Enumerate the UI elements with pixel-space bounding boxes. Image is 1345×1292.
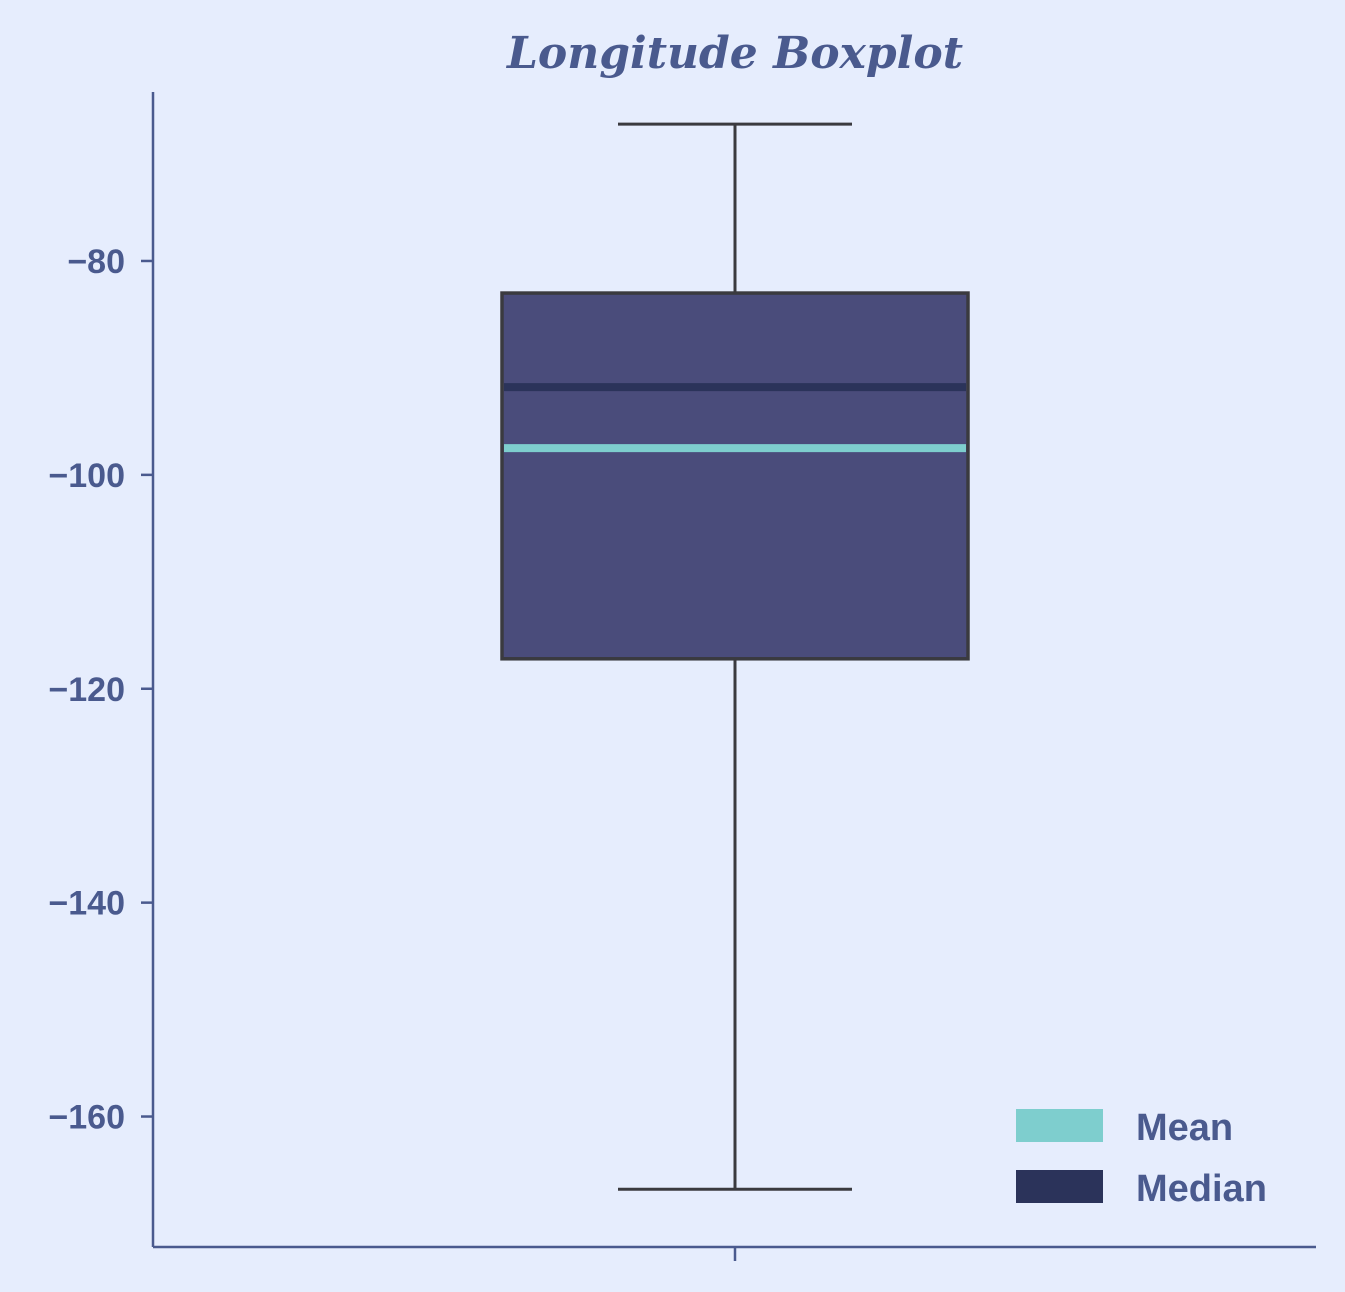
y-tick-label: −120 [48,671,125,709]
legend: Mean Median [1016,1107,1267,1210]
legend-swatch-median [1016,1170,1103,1203]
y-tick-label: −160 [48,1099,125,1137]
y-tick-label: −100 [48,457,125,495]
legend-label-mean: Mean [1136,1107,1233,1149]
legend-label-median: Median [1136,1168,1267,1210]
legend-swatch-mean [1016,1109,1103,1142]
iqr-box [500,291,970,661]
axes: −80 −100 −120 −140 −160 [48,92,1316,1261]
box-layer [500,122,970,1191]
chart-title: Longitude Boxplot [505,28,963,79]
y-tick-label: −80 [67,243,125,281]
y-tick-label: −140 [48,885,125,923]
